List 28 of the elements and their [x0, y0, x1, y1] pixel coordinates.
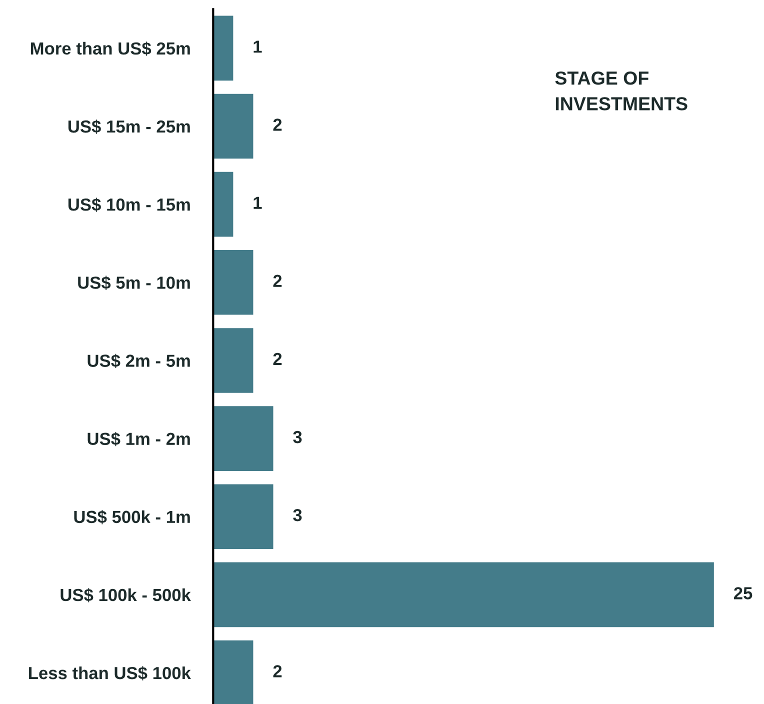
y-tick-label: US$ 10m - 15m — [68, 198, 190, 212]
data-label: 2 — [273, 274, 282, 287]
y-tick-label: Less than US$ 100k — [29, 666, 191, 680]
bar — [213, 562, 714, 628]
y-tick-label: US$ 5m - 10m — [78, 276, 190, 290]
data-label: 2 — [273, 118, 282, 131]
bar — [213, 640, 254, 704]
bar — [213, 328, 254, 393]
y-tick-label: US$ 2m - 5m — [88, 354, 190, 368]
data-label: 3 — [293, 430, 302, 444]
bar — [213, 406, 274, 471]
y-tick-label: More than US$ 25m — [30, 42, 190, 56]
bar — [213, 16, 234, 81]
data-label: 2 — [273, 665, 282, 678]
bar — [213, 172, 234, 237]
bar — [213, 94, 254, 159]
text: STAGE OF INVESTMENTS — [555, 71, 688, 110]
y-tick-label: US$ 100k - 500k — [60, 588, 191, 602]
data-label: 3 — [293, 508, 302, 522]
data-label: 1 — [254, 196, 262, 209]
data-label: 2 — [273, 352, 282, 365]
data-label: 25 — [734, 587, 752, 600]
y-tick-label: US$ 1m - 2m — [88, 432, 190, 446]
data-label: 1 — [254, 40, 262, 53]
y-tick-label: US$ 500k - 1m — [74, 510, 190, 524]
bar — [213, 484, 274, 550]
bar — [213, 250, 254, 315]
y-tick-label: US$ 15m - 25m — [68, 120, 190, 134]
